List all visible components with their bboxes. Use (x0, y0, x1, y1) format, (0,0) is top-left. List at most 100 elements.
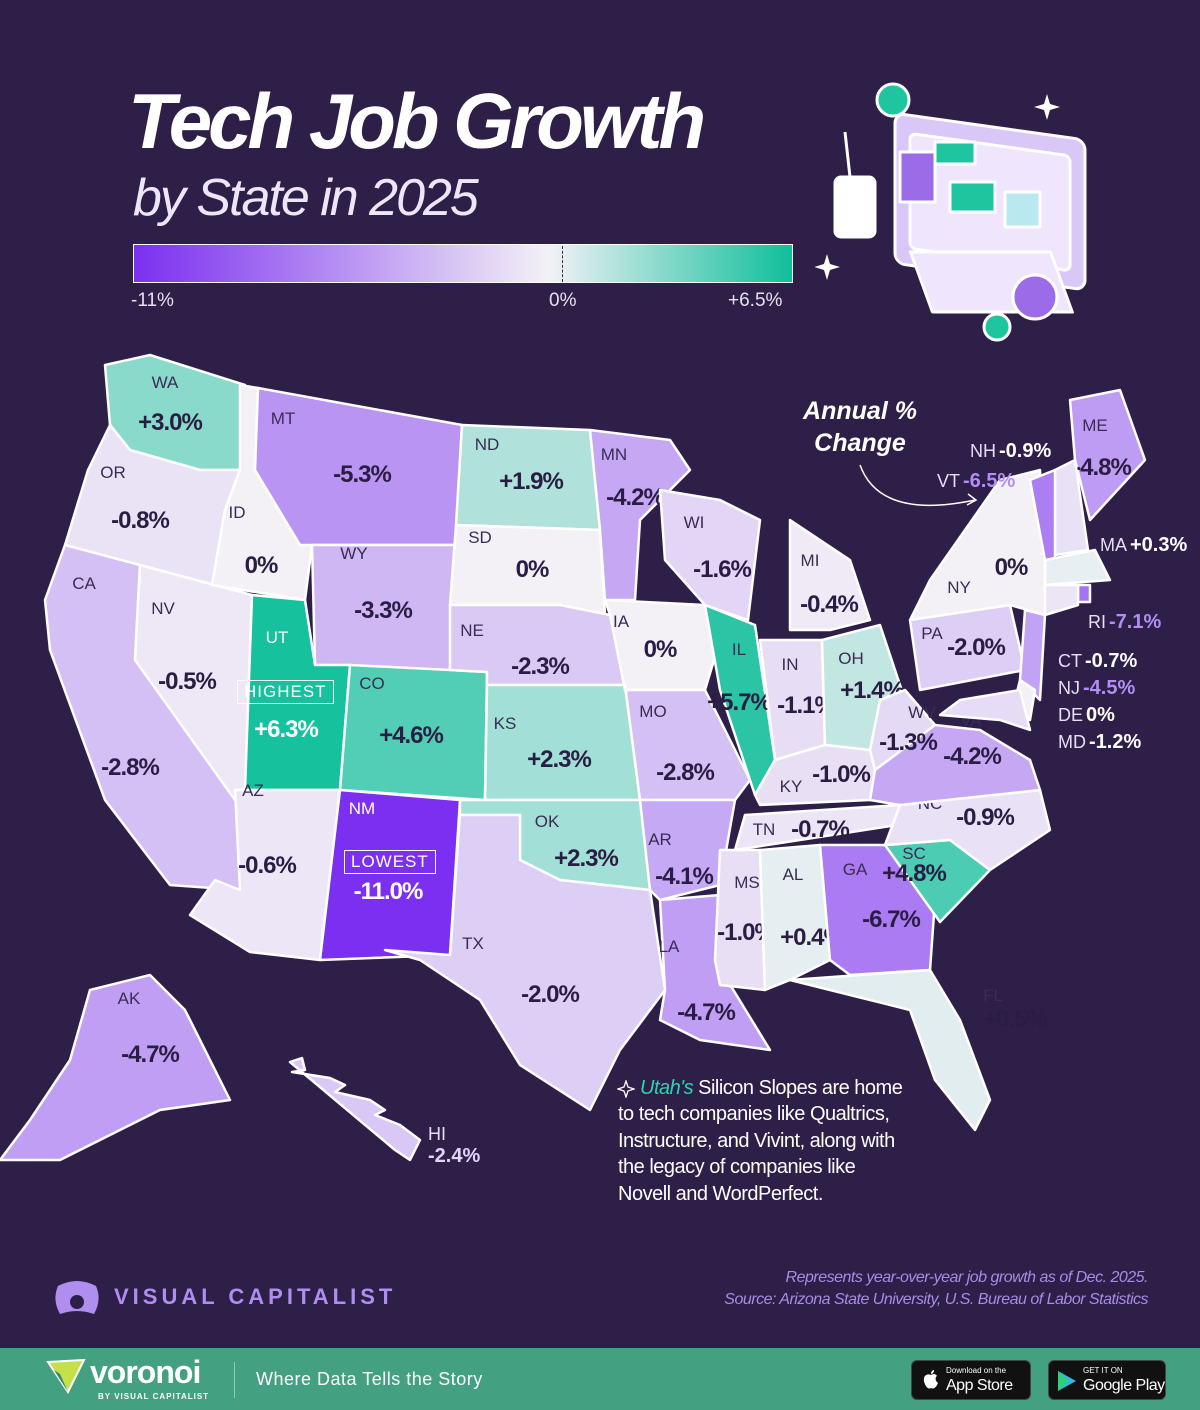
state-abbr: NM (349, 799, 375, 818)
state-change: -1.3% (879, 729, 937, 756)
state-change: -11.0% (354, 878, 423, 905)
state-label-hi: HI -2.4% (428, 1123, 480, 1167)
state-change: -2.0% (521, 981, 579, 1008)
state-ri[interactable] (1076, 583, 1092, 604)
state-abbr: MO (639, 702, 666, 721)
state-change: +2.3% (554, 845, 618, 872)
state-change: -4.2% (943, 743, 1001, 770)
state-change: -6.5% (963, 470, 1016, 492)
state-change: +3.0% (138, 409, 202, 436)
state-ms[interactable] (713, 848, 767, 992)
state-change: -4.7% (677, 999, 735, 1026)
voronoi-brand-sub: BY VISUAL CAPITALIST (98, 1392, 210, 1401)
state-abbr: CT (1058, 651, 1082, 671)
state-nj[interactable] (1018, 608, 1047, 702)
state-change: -1.0% (812, 761, 870, 788)
state-abbr: OK (535, 812, 560, 831)
us-choropleth-map: WA +3.0% OR -0.8% CA -2.8% NV -0.5% ID 0% MT -5.3% W… (0, 353, 1147, 1162)
state-va[interactable] (868, 723, 1042, 807)
visual-capitalist-logo-icon (55, 1281, 99, 1314)
state-abbr: NH (970, 441, 996, 461)
annual-change-annotation: Annual % Change (780, 395, 940, 459)
state-abbr: WA (152, 373, 179, 392)
state-ma[interactable] (1043, 548, 1112, 587)
page-subtitle: by State in 2025 (133, 169, 479, 227)
state-label-ri: RI -7.1% (1088, 611, 1161, 634)
state-hi[interactable] (288, 1056, 422, 1162)
state-label-nh: NH -0.9% (970, 440, 1051, 463)
state-label-vt: VT -6.5% (937, 470, 1015, 493)
state-ks[interactable] (483, 683, 642, 802)
state-label-nj: NJ -4.5% (1058, 677, 1135, 700)
state-label-md: MD -1.2% (1058, 731, 1141, 754)
state-change: +6.3% (254, 716, 318, 743)
state-change: -7.1% (1109, 611, 1162, 633)
state-mn[interactable] (588, 428, 692, 602)
state-change: -0.7% (791, 816, 849, 843)
state-abbr: MN (601, 445, 627, 464)
lowest-badge: LOWEST (344, 850, 436, 874)
state-tx[interactable] (383, 813, 667, 1112)
state-ak[interactable] (0, 973, 232, 1162)
state-change: 0% (644, 636, 677, 663)
apple-icon (923, 1370, 938, 1389)
state-label-ct: CT -0.7% (1058, 650, 1137, 673)
state-abbr: IA (613, 612, 630, 631)
state-al[interactable] (758, 843, 832, 992)
google-play-button[interactable]: GET IT ON Google Play (1048, 1360, 1166, 1400)
state-me[interactable] (1068, 388, 1147, 522)
state-mi[interactable] (788, 518, 872, 632)
state-change: -4.8% (1073, 454, 1131, 481)
computer-illustration-icon (815, 82, 1087, 342)
state-abbr: DE (1058, 705, 1084, 725)
state-abbr: VT (937, 471, 961, 491)
state-change: +5.7% (707, 689, 771, 716)
state-abbr: UT (266, 628, 289, 647)
state-abbr: WV (908, 703, 936, 722)
state-nm[interactable] (318, 788, 462, 962)
state-wi[interactable] (658, 488, 762, 622)
state-change: -0.4% (800, 591, 858, 618)
state-change: +4.6% (379, 722, 443, 749)
state-abbr: KY (780, 777, 803, 796)
state-abbr: NJ (1058, 678, 1080, 698)
state-md[interactable] (938, 688, 1032, 732)
state-ct[interactable] (1043, 583, 1080, 617)
state-abbr: AL (783, 865, 804, 884)
footer-tagline: Where Data Tells the Story (256, 1369, 483, 1389)
state-change: 0% (1086, 704, 1115, 726)
state-fl[interactable] (788, 968, 992, 1132)
state-abbr: RI (1088, 612, 1106, 632)
state-abbr: NV (151, 599, 175, 618)
footer-divider (234, 1362, 235, 1398)
state-abbr: NE (460, 621, 484, 640)
state-abbr: FL (983, 986, 1003, 1005)
state-change: -2.4% (428, 1145, 481, 1167)
state-change: -3.3% (354, 597, 412, 624)
callout-highlight: Utah's (640, 1077, 694, 1099)
state-abbr: ME (1082, 416, 1108, 435)
annotation-line-1: Annual % (803, 397, 917, 425)
state-change: -5.3% (333, 461, 391, 488)
state-change: -2.8% (656, 759, 714, 786)
state-ar[interactable] (638, 798, 737, 902)
voronoi-brand[interactable]: voronoi (90, 1354, 201, 1390)
state-change: -2.0% (947, 634, 1005, 661)
state-change: -1.2% (1089, 731, 1142, 753)
annotation-line-2: Change (814, 429, 906, 457)
state-abbr: GA (843, 860, 868, 879)
state-abbr: TX (462, 934, 484, 953)
app-store-button[interactable]: Download on the App Store (911, 1360, 1031, 1400)
state-change: +1.9% (499, 468, 563, 495)
state-change: -0.9% (956, 804, 1014, 831)
state-change: +0.5% (983, 1006, 1047, 1033)
state-abbr: WI (684, 513, 705, 532)
state-change: -6.7% (862, 906, 920, 933)
state-wv[interactable] (868, 688, 937, 772)
voronoi-logo-icon (46, 1358, 86, 1394)
legend-max-label: +6.5% (728, 290, 783, 311)
state-change: -0.9% (999, 440, 1052, 462)
state-abbr: SD (468, 528, 492, 547)
app-store-small-label: Download on the (946, 1366, 1007, 1375)
state-change: -1.6% (693, 556, 751, 583)
